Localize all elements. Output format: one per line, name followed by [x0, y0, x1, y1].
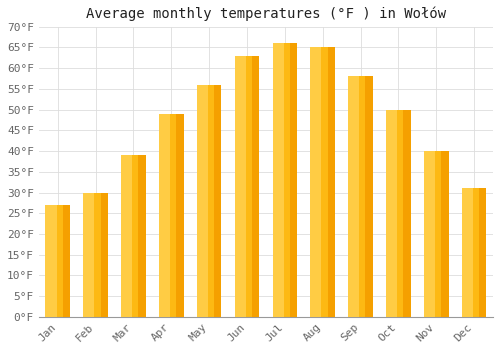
Bar	[197, 85, 208, 317]
Bar	[424, 151, 435, 317]
Bar	[252, 56, 260, 317]
Bar	[479, 188, 486, 317]
Bar	[214, 85, 222, 317]
Bar	[462, 188, 486, 317]
Bar	[46, 205, 56, 317]
Bar	[310, 48, 335, 317]
Title: Average monthly temperatures (°F ) in Wołów: Average monthly temperatures (°F ) in Wo…	[86, 7, 446, 21]
Bar	[348, 77, 373, 317]
Bar	[176, 114, 184, 317]
Bar	[441, 151, 448, 317]
Bar	[386, 110, 397, 317]
Bar	[62, 205, 70, 317]
Bar	[138, 155, 145, 317]
Bar	[159, 114, 170, 317]
Bar	[462, 188, 473, 317]
Bar	[46, 205, 70, 317]
Bar	[234, 56, 260, 317]
Bar	[290, 43, 297, 317]
Bar	[366, 77, 373, 317]
Bar	[348, 77, 360, 317]
Bar	[234, 56, 246, 317]
Bar	[310, 48, 322, 317]
Bar	[197, 85, 222, 317]
Bar	[424, 151, 448, 317]
Bar	[84, 193, 94, 317]
Bar	[159, 114, 184, 317]
Bar	[100, 193, 108, 317]
Bar	[121, 155, 146, 317]
Bar	[386, 110, 410, 317]
Bar	[272, 43, 297, 317]
Bar	[272, 43, 283, 317]
Bar	[84, 193, 108, 317]
Bar	[404, 110, 410, 317]
Bar	[328, 48, 335, 317]
Bar	[121, 155, 132, 317]
